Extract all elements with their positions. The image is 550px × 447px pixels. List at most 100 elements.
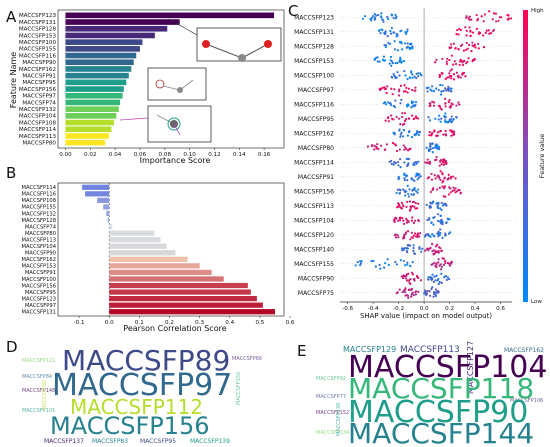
- shap-point: [430, 172, 433, 176]
- shap-point: [394, 233, 397, 236]
- shap-point: [417, 160, 420, 163]
- shap-point: [452, 73, 456, 76]
- shap-point: [375, 147, 378, 150]
- shap-point: [396, 61, 399, 65]
- shap-point: [409, 238, 412, 241]
- shap-point: [396, 206, 399, 209]
- shap-point: [404, 30, 407, 34]
- shap-point: [404, 194, 407, 197]
- shap-point: [428, 149, 431, 153]
- shap-point: [376, 60, 379, 63]
- shap-point: [464, 26, 467, 29]
- shap-point: [410, 177, 413, 180]
- shap-point: [417, 219, 420, 223]
- shap-point: [497, 19, 500, 22]
- shap-point: [403, 190, 407, 194]
- shap-point: [468, 15, 471, 18]
- shap-point: [390, 162, 393, 166]
- shap-point: [405, 157, 408, 160]
- shap-point: [398, 288, 401, 291]
- wordcloud-e-word-2: MACCSFP113: [400, 345, 460, 355]
- shap-point: [382, 55, 386, 58]
- shap-point: [473, 43, 477, 46]
- shap-point: [440, 208, 443, 211]
- shap-point: [444, 275, 447, 278]
- shap-point: [403, 148, 406, 151]
- shap-point: [404, 231, 408, 234]
- shap-point: [412, 104, 415, 107]
- shap-point: [402, 90, 406, 93]
- shap-point: [438, 130, 442, 133]
- shap-point: [439, 159, 443, 162]
- shap-point: [438, 164, 441, 167]
- panel-label-d: D: [6, 338, 18, 356]
- shap-point: [387, 17, 390, 21]
- shap-point: [395, 115, 398, 119]
- wordcloud-d-word-6: MACCSFP83: [92, 438, 128, 445]
- correlation-x-tick-label: -0.1: [74, 320, 85, 326]
- correlation-bar: [109, 230, 155, 236]
- shap-point: [385, 91, 388, 95]
- shap-point: [419, 279, 423, 282]
- shap-point: [437, 291, 440, 294]
- shap-point: [359, 262, 363, 265]
- shap-point: [410, 206, 413, 209]
- shap-point: [388, 160, 391, 163]
- shap-point: [434, 279, 437, 282]
- importance-category-label: MACCSFP91: [22, 73, 56, 79]
- shap-point: [441, 72, 444, 75]
- shap-point: [408, 76, 411, 79]
- shap-point: [398, 192, 401, 195]
- shap-point: [469, 34, 472, 38]
- shap-point: [434, 177, 437, 180]
- shap-point: [397, 117, 401, 120]
- shap-point: [458, 63, 461, 66]
- shap-point: [361, 17, 365, 20]
- correlation-bar: [109, 276, 224, 282]
- shap-point: [412, 234, 416, 237]
- shap-point: [449, 177, 452, 180]
- shap-point: [488, 10, 491, 13]
- shap-point: [400, 29, 403, 32]
- shap-point: [436, 203, 440, 206]
- importance-bar: [65, 12, 275, 19]
- shap-point: [428, 130, 431, 134]
- shap-point: [432, 187, 435, 190]
- shap-point: [444, 133, 447, 136]
- shap-point: [442, 257, 445, 260]
- shap-point: [431, 85, 434, 88]
- shap-point: [452, 175, 455, 178]
- shap-point: [438, 176, 441, 180]
- shap-point: [393, 40, 396, 43]
- shap-point: [391, 93, 394, 96]
- wordcloud-d-word-1: MACCSFP89: [62, 344, 230, 377]
- shap-point: [475, 13, 478, 17]
- shap-point: [452, 131, 455, 135]
- shap-point: [403, 247, 407, 250]
- shap-point: [465, 34, 468, 37]
- shap-point: [446, 76, 449, 79]
- shap-point: [452, 186, 455, 189]
- shap-point: [397, 202, 400, 205]
- shap-point: [408, 117, 411, 120]
- shap-point: [400, 48, 404, 51]
- shap-point: [455, 32, 458, 36]
- shap-point: [444, 112, 447, 115]
- shap-point: [438, 73, 441, 76]
- wordcloud-e: MACCSFP92 MACCSFP77 MACCSFP152 MACCSFP13…: [316, 341, 547, 447]
- shap-point: [414, 207, 417, 210]
- shap-point: [411, 114, 414, 117]
- shap-point: [366, 145, 370, 148]
- shap-point: [448, 129, 452, 132]
- shap-point: [404, 287, 407, 290]
- shap-point: [393, 132, 396, 135]
- shap-point: [439, 107, 442, 110]
- shap-point: [410, 236, 413, 239]
- shap-feature-label: MACCSFP91: [298, 174, 334, 181]
- importance-chart: MACCSFP123MACCSFP131MACCSFP128MACCSFP153…: [9, 9, 285, 165]
- shap-point: [444, 102, 447, 105]
- correlation-bar: [97, 197, 110, 203]
- shap-point: [414, 293, 417, 296]
- shap-point: [457, 101, 460, 104]
- shap-point: [442, 163, 446, 166]
